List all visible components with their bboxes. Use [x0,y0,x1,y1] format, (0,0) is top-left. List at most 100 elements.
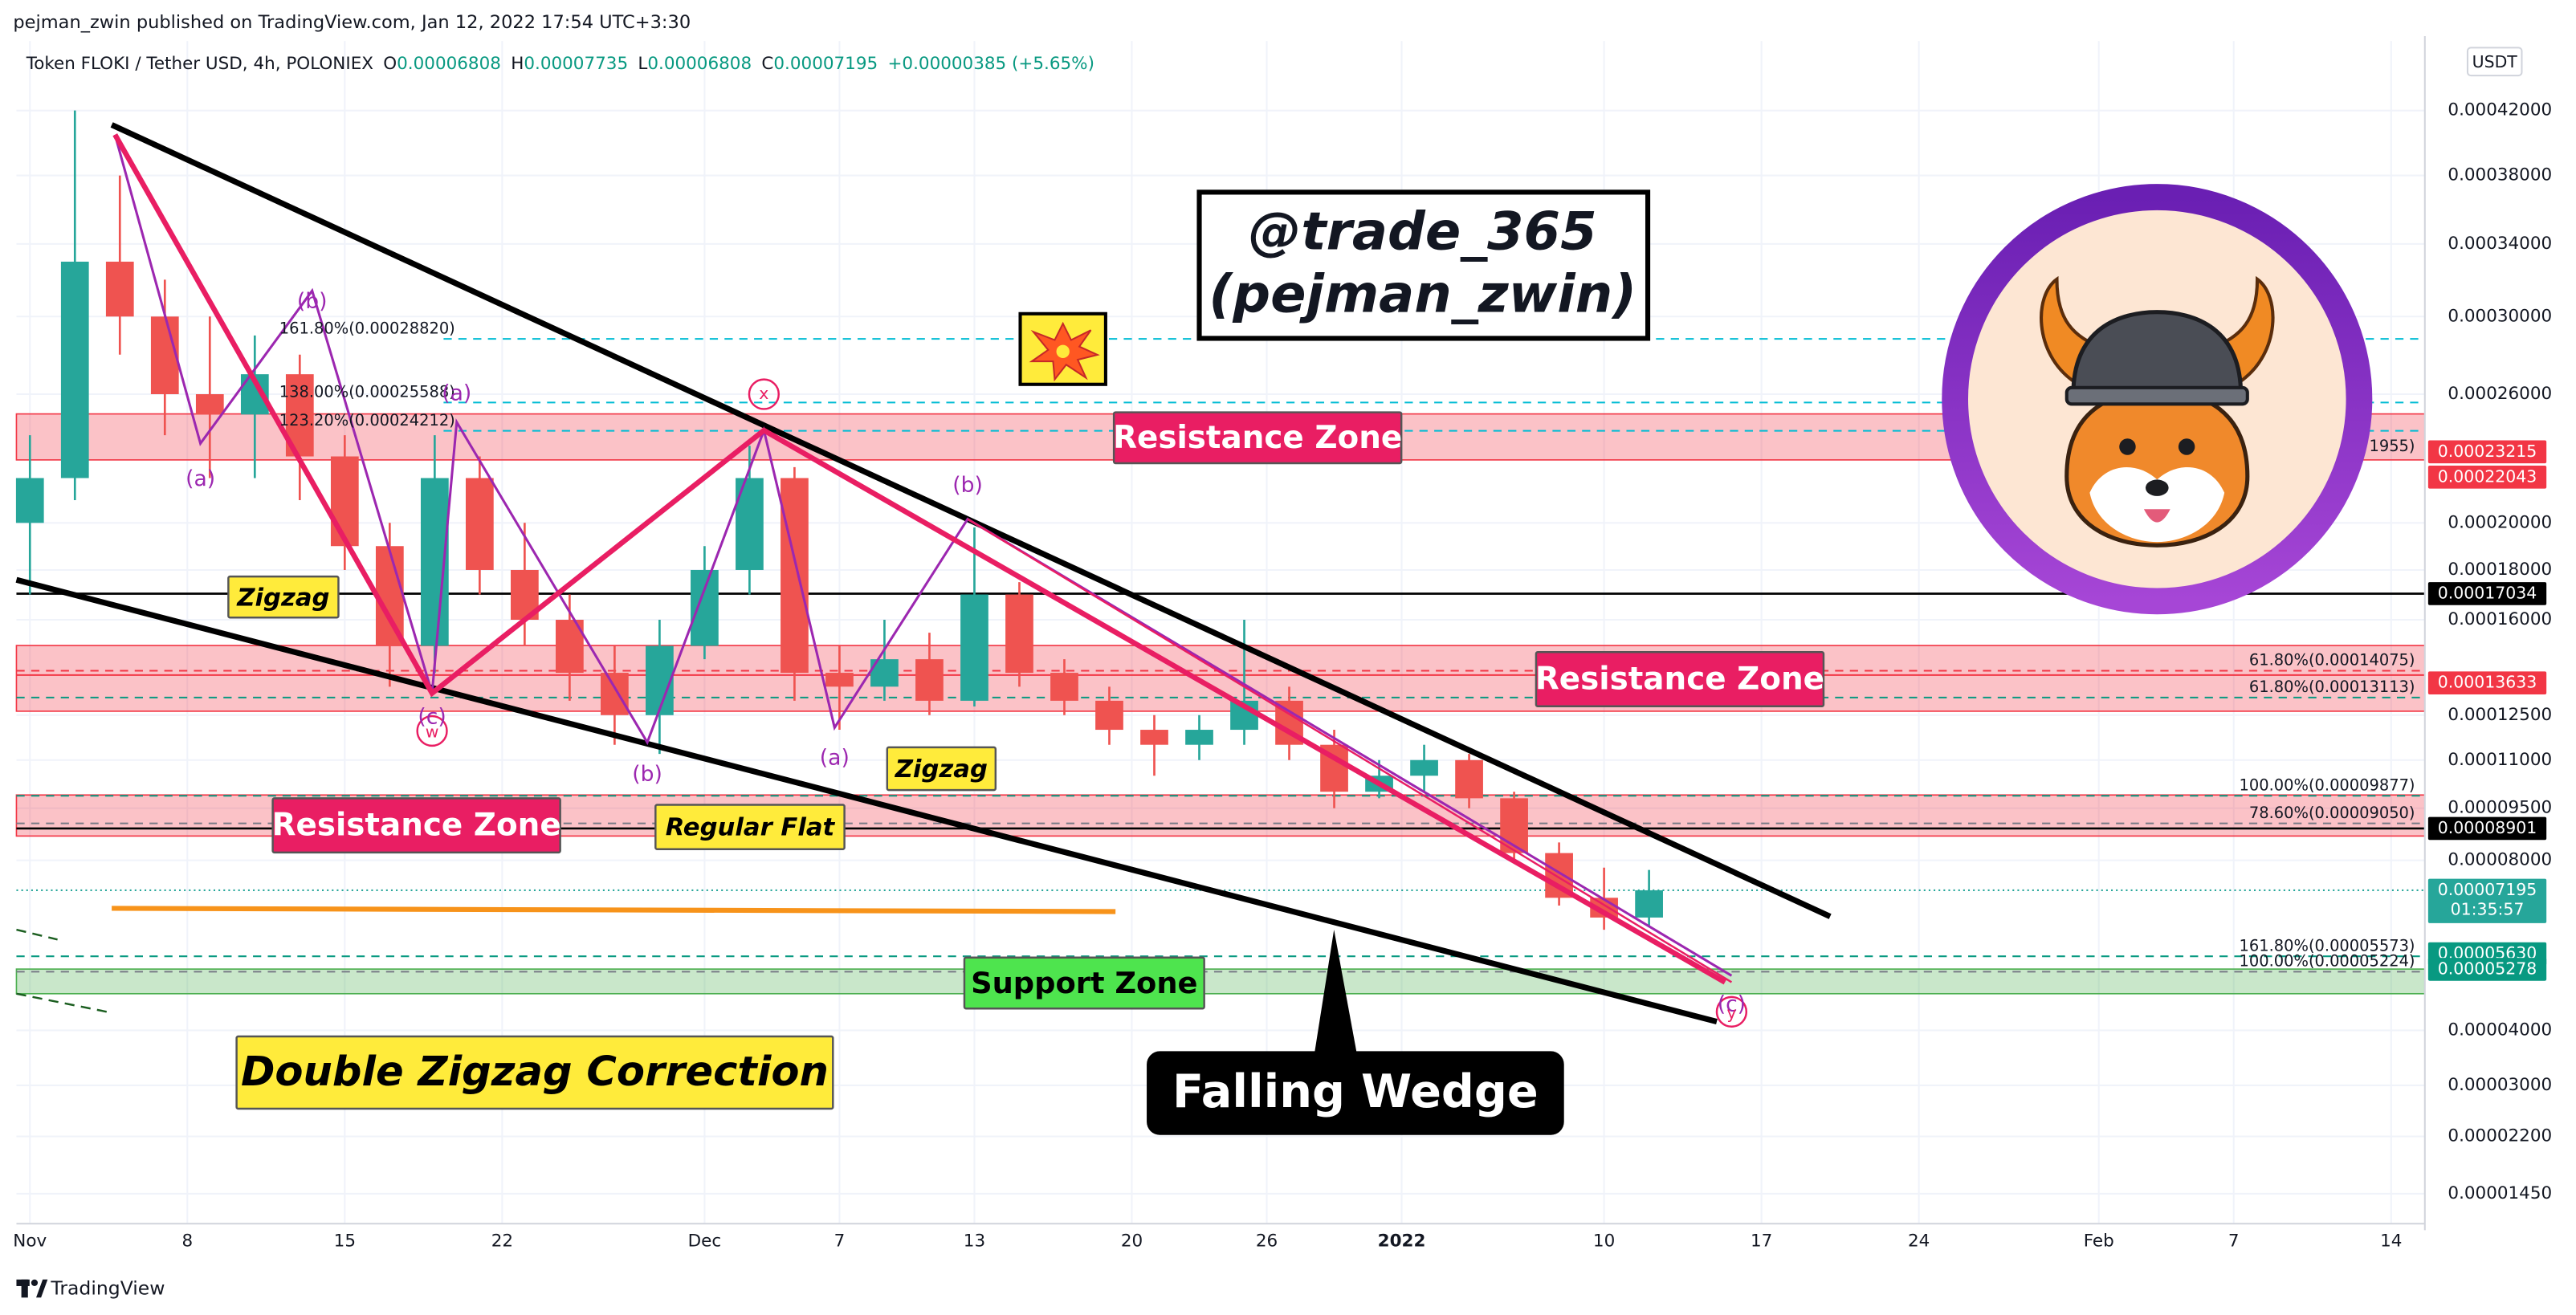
legend: Token FLOKI / Tether USD, 4h, POLONIEX O0… [26,54,1094,74]
footer: TradingView [16,1277,165,1300]
fib-fragment: 1955) [2369,437,2415,455]
wedge-lower-line [15,576,1718,1025]
legend-value: 0.00006808 [647,54,752,74]
candle-body [1095,700,1123,731]
price-tag [2427,582,2547,605]
dog-tongue [2143,509,2170,523]
price-tag-label: 0.00022043 [2438,466,2537,486]
price-tag-label: 0.00017034 [2438,583,2537,602]
fib-label: 100.00%(0.00005224) [2240,952,2415,971]
legend-value: 0.00007735 [524,54,628,74]
dog-eye [2178,438,2195,455]
candle-body [150,316,179,394]
legend-symbol: Token FLOKI / Tether USD, 4h, POLONIEX [26,54,374,74]
annotation-box [886,746,997,792]
candle-body [781,478,809,674]
y-tick-label: 0.00003000 [2448,1075,2552,1095]
candle-body [1185,730,1213,745]
x-tick-label: 24 [1908,1232,1930,1252]
candle-body [825,673,854,687]
floki-logo [1942,184,2373,615]
candle-body [195,393,224,415]
x-tick-label: 10 [1593,1232,1615,1252]
fib-label: 123.20%(0.00024212) [279,411,455,430]
x-tick-label: 14 [2380,1232,2402,1252]
y-tick-label: 0.00026000 [2448,384,2552,404]
x-tick-label: 20 [1121,1232,1143,1252]
wave-label: (b) [297,289,328,314]
candle-body [915,659,944,701]
legend-value: 0.00006808 [397,54,501,74]
price-tag [2427,958,2547,981]
candle-body [1050,673,1078,701]
legend-key: H [511,54,524,74]
tv-logo [21,1279,28,1298]
orange-line [112,906,1116,914]
candle-body [646,645,674,715]
y-tick-label: 0.00008000 [2448,850,2552,870]
wave-circle [748,378,780,410]
candle-body [1005,594,1033,674]
candle-body [105,261,134,317]
tv-logo [36,1279,48,1298]
y-tick-label: 0.00004000 [2448,1020,2552,1040]
annotation-text: Falling Wedge [1172,1065,1539,1118]
fib-label: 100.00%(0.00009877) [2240,776,2415,794]
y-tick-label: 0.00002200 [2448,1126,2552,1146]
drawings [15,122,1832,1055]
annotation-box [654,804,846,850]
helmet [2071,310,2244,397]
annotation-text: Regular Flat [666,814,836,842]
price-tag [2427,465,2547,489]
price-tag [2427,440,2547,464]
wave-label: w [426,722,439,741]
candle-body [1410,759,1438,776]
explosion-core [1056,344,1070,359]
y-tick-label: 0.00012500 [2448,705,2552,725]
currency: USDT [2472,52,2518,71]
helmet-rim [2064,385,2249,406]
publish-header: pejman_zwin published on TradingView.com… [13,12,691,33]
x-tick-label: 8 [181,1232,193,1252]
x-tick-label: 22 [491,1232,513,1252]
price-tag-label: 0.00005278 [2438,959,2537,978]
wave-label: y [1726,1003,1736,1022]
wave-circle [1715,995,1748,1028]
price-tag [2427,816,2547,841]
y-tick-label: 0.00016000 [2448,609,2552,629]
y-tick-label: 0.00030000 [2448,306,2552,326]
fib-label: 61.80%(0.00014075) [2249,651,2415,670]
dog-nose [2145,479,2169,496]
wave-label: (b) [952,473,983,498]
annotation-text: Zigzag [236,584,329,612]
annotation-box [1535,651,1825,707]
annotation-text: Double Zigzag Correction [241,1048,829,1096]
annotation-box [227,575,340,619]
y-tick-label: 0.00011000 [2448,750,2552,770]
tv-logo [31,1279,39,1286]
price-tag-label: 0.00008901 [2438,818,2537,837]
author-handle: @trade_365 [1249,202,1597,263]
annotation-text: Resistance Zone [272,808,561,844]
annotation-box [1147,1051,1564,1135]
wave-label: (c) [418,705,446,730]
annotation-text: Resistance Zone [1535,662,1824,698]
candle-body [601,673,629,715]
annotation-text: Zigzag [895,755,988,784]
wave-label: (c) [1718,992,1746,1017]
candle-body [15,478,44,523]
candle-body [1140,730,1168,745]
x-tick-label: 15 [334,1232,356,1252]
candle-body [60,261,89,478]
wave-label: (a) [442,381,471,406]
author-name: (pejman_zwin) [1209,263,1636,324]
resistance-zone [15,645,2426,712]
wave-circle [416,714,448,747]
candle-body [1455,759,1483,799]
y-tick-label: 0.00038000 [2448,165,2552,185]
candle-body [375,546,404,646]
price-tag-label: 0.00013633 [2438,673,2537,692]
price-tag [2427,671,2547,695]
annotation-box [271,797,561,854]
price-countdown: 01:35:57 [2451,900,2525,919]
